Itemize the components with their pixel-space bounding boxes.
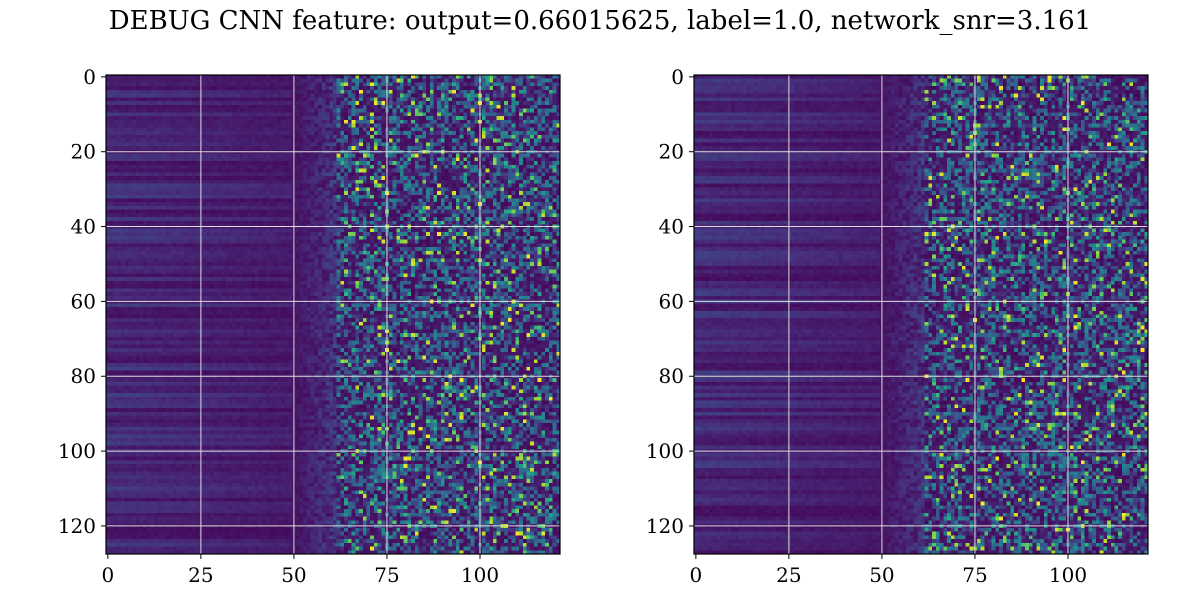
y-tick-label: 40 — [659, 215, 684, 239]
x-tick-label: 25 — [776, 563, 801, 587]
y-tick-label: 120 — [646, 514, 684, 538]
y-tick-label: 60 — [659, 289, 684, 313]
y-tick-label: 20 — [659, 140, 684, 164]
x-tick-label: 50 — [869, 563, 894, 587]
y-tick-label: 0 — [671, 65, 684, 89]
y-tick-label: 80 — [659, 364, 684, 388]
x-tick-label: 75 — [962, 563, 987, 587]
heatmap-cells — [694, 75, 1148, 554]
y-tick-label: 100 — [646, 439, 684, 463]
x-tick-label: 100 — [1049, 563, 1087, 587]
x-tick-label: 0 — [689, 563, 702, 587]
